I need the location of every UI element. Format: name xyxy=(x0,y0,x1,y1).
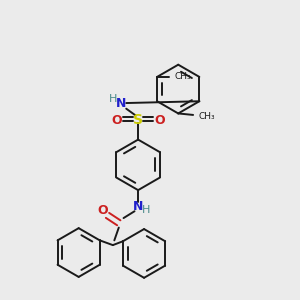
Text: S: S xyxy=(133,113,143,127)
Text: CH₃: CH₃ xyxy=(174,72,191,81)
Text: O: O xyxy=(154,114,165,127)
Text: O: O xyxy=(98,203,108,217)
Text: N: N xyxy=(116,98,126,110)
Text: CH₃: CH₃ xyxy=(198,112,215,121)
Text: N: N xyxy=(133,200,143,213)
Text: O: O xyxy=(111,114,122,127)
Text: H: H xyxy=(142,205,151,215)
Text: H: H xyxy=(109,94,118,103)
